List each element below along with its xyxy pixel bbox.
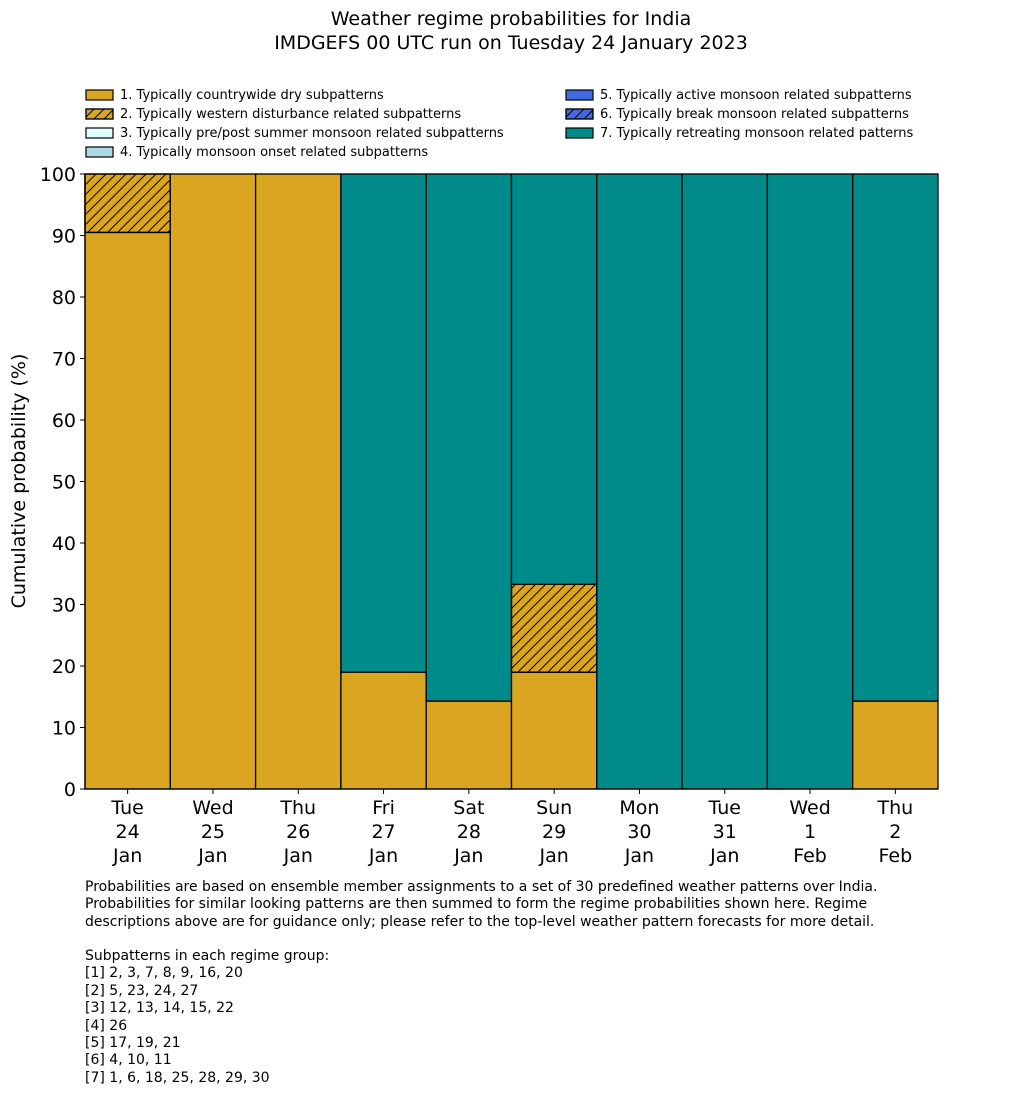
x-tick-label: Sat [453, 797, 484, 819]
chart-title-line1: Weather regime probabilities for India [330, 8, 692, 30]
group-line: [6] 4, 10, 11 [85, 1052, 172, 1069]
notes-line: descriptions above are for guidance only… [85, 913, 875, 930]
bar-segment [169, 173, 257, 790]
y-tick-label: 60 [52, 410, 76, 432]
bar-segment [852, 700, 939, 790]
y-tick-label: 100 [40, 164, 76, 186]
bar-segment [510, 671, 598, 790]
bar-segment [510, 173, 598, 585]
legend-label: 4. Typically monsoon onset related subpa… [120, 145, 429, 160]
x-tick-label: Sun [536, 797, 572, 819]
x-tick-label: 29 [542, 821, 566, 843]
y-tick-label: 30 [52, 595, 76, 617]
bar-segment [340, 671, 427, 790]
x-tick-label: 31 [713, 821, 737, 843]
x-tick-label: Wed [789, 797, 830, 819]
y-tick-label: 50 [52, 472, 76, 494]
x-tick-label: Thu [876, 797, 913, 819]
x-tick-label: Feb [793, 845, 827, 867]
bar-segment [84, 231, 171, 790]
notes-paragraph: Probabilities are based on ensemble memb… [85, 879, 877, 931]
group-line: [1] 2, 3, 7, 8, 9, 16, 20 [85, 965, 243, 982]
legend-swatch [85, 89, 114, 101]
x-tick-label: Jan [283, 845, 313, 867]
y-tick-label: 80 [52, 287, 76, 309]
y-tick-label: 20 [52, 656, 76, 678]
x-tick-label: 26 [286, 821, 310, 843]
x-tick-label: 28 [457, 821, 481, 843]
x-tick-label: 24 [116, 821, 140, 843]
legend-label: 3. Typically pre/post summer monsoon rel… [120, 126, 504, 141]
x-tick-label: Jan [453, 845, 483, 867]
x-tick-label: Jan [624, 845, 654, 867]
bar-segment-hatch [510, 583, 598, 673]
legend-swatch [85, 127, 114, 139]
legend-swatch [85, 108, 114, 120]
y-tick-label: 10 [52, 718, 76, 740]
x-tick-label: Fri [372, 797, 395, 819]
legend-swatch [85, 146, 114, 158]
bar-segment [852, 173, 939, 702]
x-tick-label: Jan [197, 845, 227, 867]
bars-group [84, 173, 939, 790]
subpattern-groups: Subpatterns in each regime group: [1] 2,… [85, 948, 329, 1087]
x-tick-label: Mon [619, 797, 659, 819]
bar-segment [596, 173, 683, 790]
x-tick-label: Jan [709, 845, 739, 867]
bar-segment [425, 173, 513, 702]
x-tick-label: 2 [889, 821, 901, 843]
legend-swatch [565, 127, 594, 139]
notes-line: Probabilities are based on ensemble memb… [85, 879, 878, 895]
legend-swatch [565, 89, 594, 101]
groups-heading: Subpatterns in each regime group: [85, 948, 330, 964]
x-tick-label: Wed [192, 797, 233, 819]
group-line: [2] 5, 23, 24, 27 [85, 982, 199, 999]
x-tick-label: Jan [368, 845, 398, 867]
notes-line: Probabilities for similar looking patter… [85, 896, 868, 913]
legend-label: 1. Typically countrywide dry subpatterns [120, 88, 384, 103]
y-tick-label: 70 [52, 349, 76, 371]
bar-segment [681, 173, 769, 790]
y-tick-label: 90 [52, 226, 76, 248]
axes-group: 0102030405060708090100Tue24JanWed25JanTh… [40, 164, 938, 867]
group-line: [3] 12, 13, 14, 15, 22 [85, 1000, 234, 1017]
legend-label: 6. Typically break monsoon related subpa… [600, 107, 909, 122]
y-tick-label: 40 [52, 533, 76, 555]
x-tick-label: Tue [708, 797, 741, 819]
x-tick-label: Feb [879, 845, 913, 867]
y-axis-label: Cumulative probability (%) [8, 354, 30, 609]
x-tick-label: Tue [110, 797, 143, 819]
x-tick-label: 1 [804, 821, 816, 843]
y-tick-label: 0 [64, 779, 76, 801]
bar-segment-hatch [84, 173, 171, 234]
legend-label: 7. Typically retreating monsoon related … [600, 126, 914, 141]
chart-title-line2: IMDGEFS 00 UTC run on Tuesday 24 January… [274, 32, 748, 54]
group-line: [7] 1, 6, 18, 25, 28, 29, 30 [85, 1069, 270, 1086]
legend-label: 5. Typically active monsoon related subp… [600, 88, 912, 103]
group-line: [5] 17, 19, 21 [85, 1035, 181, 1052]
bar-segment [425, 700, 513, 790]
x-tick-label: Jan [539, 845, 569, 867]
x-tick-label: 25 [201, 821, 225, 843]
group-line: [4] 26 [85, 1017, 128, 1034]
bar-segment [766, 173, 854, 790]
x-tick-label: Thu [279, 797, 316, 819]
bar-segment [254, 173, 342, 790]
legend-label: 2. Typically western disturbance related… [120, 107, 462, 122]
x-tick-label: 30 [627, 821, 651, 843]
x-tick-label: Jan [112, 845, 142, 867]
x-tick-label: 27 [371, 821, 395, 843]
stacked-bar-chart: 0102030405060708090100Tue24JanWed25JanTh… [8, 164, 939, 867]
bar-segment [340, 173, 427, 673]
legend-swatch [565, 108, 594, 120]
